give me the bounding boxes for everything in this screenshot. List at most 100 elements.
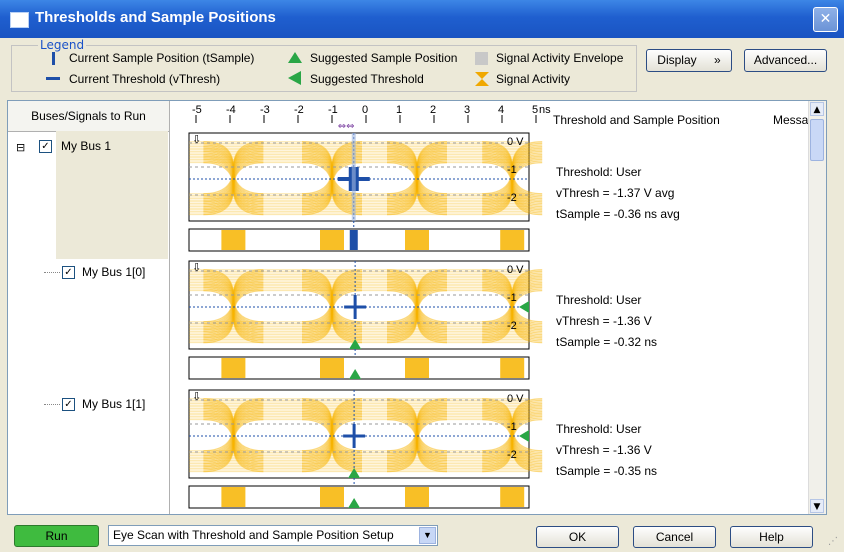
window-title: Thresholds and Sample Positions (35, 9, 276, 26)
axis-tick-label: 5 (532, 104, 538, 116)
suggested-sample-marker (349, 339, 362, 349)
axis-tick-label: -3 (260, 104, 270, 116)
suggested-threshold-marker (519, 430, 529, 442)
eye-trace (203, 161, 264, 216)
tree-column-header[interactable]: Buses/Signals to Run (8, 101, 170, 132)
up-triangle-icon (288, 52, 302, 63)
chevron-down-icon: » (714, 53, 721, 67)
scroll-marker-icon: ⇩ (192, 261, 201, 274)
eye-trace (386, 161, 448, 216)
voltage-label: 0 V (507, 393, 524, 405)
checkbox-my-bus-1[interactable]: ✓ (39, 140, 52, 153)
activity-suggested-marker (349, 369, 362, 379)
activity-band (320, 487, 344, 507)
vertical-bar-icon (52, 52, 55, 65)
chevron-down-icon[interactable]: ▼ (419, 527, 436, 544)
axis-tick-label: 2 (430, 104, 436, 116)
scroll-marker-icon: ⇩ (192, 133, 201, 146)
checkbox-my-bus-1-0[interactable]: ✓ (62, 266, 75, 279)
axis-tick-label: 1 (396, 104, 402, 116)
legend-label: Suggested Threshold (310, 72, 424, 86)
row-info-bus-1-0: Threshold: User vThresh = -1.36 V tSampl… (556, 290, 657, 353)
voltage-label: -2 (507, 320, 517, 332)
tsample-value: tSample = -0.36 ns avg (556, 207, 680, 221)
run-button[interactable]: Run (14, 525, 99, 547)
eye-trace (482, 418, 543, 473)
activity-band (500, 487, 525, 507)
legend-group: Legend (11, 38, 637, 92)
eye-trace (386, 289, 448, 344)
axis-tick-label: -2 (294, 104, 304, 116)
tsample-value: tSample = -0.32 ns (556, 335, 658, 349)
eye-trace (301, 289, 363, 344)
left-triangle-icon (288, 71, 301, 85)
resize-grip-icon[interactable]: ⋰ (828, 536, 838, 547)
vthresh-value: vThresh = -1.36 V (556, 314, 652, 328)
advanced-button[interactable]: Advanced... (744, 49, 827, 72)
sample-band (351, 133, 356, 221)
voltage-label: -1 (507, 164, 517, 176)
scroll-down-icon[interactable]: ▼ (810, 499, 824, 513)
display-button-label: Display (657, 53, 697, 67)
eye-trace (203, 289, 264, 344)
checkbox-my-bus-1-1[interactable]: ✓ (62, 398, 75, 411)
selected-row-highlight (56, 131, 168, 259)
tree-column (8, 101, 170, 514)
window-icon (10, 12, 29, 28)
eye-trace (482, 161, 543, 216)
activity-band (405, 358, 429, 378)
activity-band (320, 358, 344, 378)
tree-connector (44, 404, 60, 405)
voltage-label: -2 (507, 192, 517, 204)
ok-button[interactable]: OK (536, 526, 619, 548)
voltage-label: 0 V (507, 136, 524, 148)
vthresh-value: vThresh = -1.37 V avg (556, 186, 675, 200)
display-button[interactable]: Display » (646, 49, 732, 72)
voltage-label: -2 (507, 449, 517, 461)
mode-select[interactable]: Eye Scan with Threshold and Sample Posit… (108, 525, 438, 546)
close-button[interactable]: ✕ (813, 7, 838, 32)
row-info-bus-1: Threshold: User vThresh = -1.37 V avg tS… (556, 162, 680, 225)
activity-band (500, 358, 525, 378)
signals-panel: Buses/Signals to Run ⊟ ✓ My Bus 1 ✓ My B… (7, 100, 827, 515)
horizontal-bar-icon (46, 77, 60, 80)
axis-tick-label: -1 (328, 104, 338, 116)
eye-trace (482, 289, 543, 344)
suggested-sample-marker (348, 468, 361, 478)
eye-plot-column: -5 -4 -3 -2 -1 0 1 2 3 4 5 ns 0 V -1 -2 ⇩ 0 V -1 -2 ⇩ 0 V -1 -… (176, 101, 556, 514)
suggested-threshold-marker (519, 301, 529, 313)
eye-trace (301, 418, 363, 473)
axis-tick-label: -4 (226, 104, 236, 116)
activity-strip (188, 228, 530, 252)
axis-tick-label: 4 (498, 104, 504, 116)
collapse-icon[interactable]: ⊟ (16, 141, 26, 154)
eye-trace (301, 161, 363, 216)
activity-sample-marker (349, 230, 358, 250)
voltage-label: -1 (507, 421, 517, 433)
legend-label: Signal Activity (496, 72, 571, 86)
scroll-up-icon[interactable]: ▲ (810, 102, 824, 116)
activity-band (221, 487, 246, 507)
current-threshold-marker (344, 305, 367, 309)
info-column-header: Threshold and Sample Position (553, 113, 720, 127)
scroll-thumb[interactable] (810, 119, 824, 161)
vertical-scrollbar[interactable]: ▲ ▼ (808, 101, 826, 514)
tsample-value: tSample = -0.35 ns (556, 464, 658, 478)
legend-title: Legend (38, 38, 87, 52)
axis-unit-label: ns (539, 104, 551, 116)
hourglass-icon (475, 72, 489, 86)
activity-suggested-marker (348, 498, 361, 508)
activity-band (500, 230, 525, 250)
eye-diagrams[interactable]: -5 -4 -3 -2 -1 0 1 2 3 4 5 ns 0 V -1 -2 ⇩ 0 V -1 -2 ⇩ 0 V -1 -… (176, 101, 556, 514)
title-bar[interactable]: Thresholds and Sample Positions ✕ (0, 0, 844, 38)
legend-icons (46, 52, 489, 86)
scroll-marker-icon: ⇩ (192, 390, 201, 403)
close-icon: ✕ (819, 11, 832, 27)
threshold-mode: Threshold: User (556, 165, 642, 179)
cancel-button[interactable]: Cancel (633, 526, 716, 548)
voltage-label: -1 (507, 292, 517, 304)
help-button[interactable]: Help (730, 526, 813, 548)
legend-label: Current Threshold (vThresh) (69, 72, 221, 86)
activity-band (320, 230, 344, 250)
